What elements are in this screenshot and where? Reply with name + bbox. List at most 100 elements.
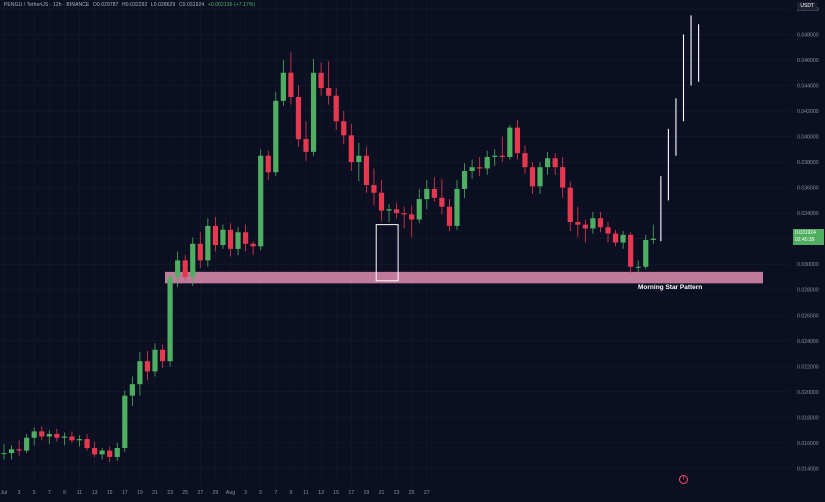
candle-body-8 bbox=[61, 436, 67, 438]
candle-5 bbox=[39, 426, 45, 441]
candle-37 bbox=[280, 59, 286, 106]
candle-18 bbox=[137, 352, 143, 396]
x-tick-27: 25 bbox=[409, 490, 415, 496]
candle-body-70 bbox=[529, 167, 536, 187]
candle-68 bbox=[514, 119, 520, 160]
candle-body-36 bbox=[273, 100, 279, 173]
candle-body-56 bbox=[424, 188, 430, 200]
grid-lines bbox=[0, 0, 790, 485]
candle-49 bbox=[371, 168, 377, 206]
candle-body-21 bbox=[159, 349, 166, 362]
y-tick-5: 0.024000 bbox=[797, 339, 819, 345]
candle-13 bbox=[99, 447, 105, 460]
morning-star-box[interactable] bbox=[375, 224, 399, 282]
candle-body-38 bbox=[288, 72, 294, 97]
x-tick-17: 5 bbox=[259, 490, 262, 496]
candle-65 bbox=[492, 149, 498, 166]
candle-body-74 bbox=[560, 167, 566, 188]
candle-body-18 bbox=[137, 361, 143, 385]
y-tick-17: 0.048000 bbox=[797, 32, 819, 38]
candle-body-63 bbox=[477, 167, 483, 169]
candle-27 bbox=[205, 218, 211, 267]
candle-84 bbox=[635, 260, 641, 272]
candle-body-29 bbox=[220, 229, 226, 246]
candle-25 bbox=[190, 237, 196, 286]
candle-body-52 bbox=[394, 209, 400, 214]
time-axis[interactable]: Jul 3 5 7 9 11 13 15 17 19 21 23 25 27 29 Aug 3 5 7 9 11 13 15… bbox=[1, 490, 430, 496]
candle-body-30 bbox=[227, 229, 234, 249]
x-tick-16: 3 bbox=[244, 490, 247, 496]
candle-body-44 bbox=[333, 95, 339, 122]
candle-body-16 bbox=[122, 395, 128, 448]
candle-7 bbox=[54, 428, 60, 442]
y-tick-16: 0.046000 bbox=[797, 58, 819, 64]
candle-40 bbox=[303, 121, 309, 161]
candle-body-75 bbox=[567, 187, 573, 223]
candle-body-60 bbox=[454, 188, 460, 226]
candle-body-3 bbox=[24, 437, 30, 451]
candle-23 bbox=[175, 251, 181, 288]
candle-body-35 bbox=[265, 155, 271, 173]
candle-body-22 bbox=[167, 276, 173, 362]
x-tick-0: Jul bbox=[1, 490, 8, 496]
currency-label[interactable]: USDT bbox=[797, 2, 817, 10]
x-tick-7: 15 bbox=[107, 490, 113, 496]
candle-41 bbox=[310, 58, 317, 156]
symbol-header: PENGU / TetherUS · 12h · BINANCE O0.0297… bbox=[4, 2, 255, 8]
candle-12 bbox=[92, 441, 98, 457]
candle-11 bbox=[84, 433, 90, 451]
candle-47 bbox=[356, 142, 362, 182]
candle-83 bbox=[628, 232, 634, 274]
candle-body-49 bbox=[371, 185, 377, 193]
candle-53 bbox=[401, 206, 407, 229]
candle-63 bbox=[477, 156, 483, 177]
x-tick-3: 7 bbox=[48, 490, 51, 496]
candle-35 bbox=[265, 150, 271, 180]
support-zone[interactable] bbox=[165, 271, 763, 284]
candle-21 bbox=[159, 344, 166, 368]
x-tick-15: Aug bbox=[226, 490, 235, 496]
candle-body-28 bbox=[212, 225, 218, 246]
candle-body-78 bbox=[590, 218, 596, 229]
candle-71 bbox=[537, 162, 543, 194]
y-tick-3: 0.020000 bbox=[797, 390, 819, 396]
ohlc-close: C0.031924 bbox=[178, 2, 205, 8]
y-tick-11: 0.036000 bbox=[797, 186, 819, 192]
x-tick-1: 3 bbox=[18, 490, 21, 496]
symbol-name[interactable]: PENGU / TetherUS · 12h · BINANCE bbox=[4, 2, 90, 8]
candle-39 bbox=[295, 85, 302, 147]
candle-body-55 bbox=[416, 199, 422, 220]
candle-48 bbox=[363, 146, 369, 193]
tradingview-logo-icon[interactable]: f bbox=[679, 475, 688, 484]
candle-body-46 bbox=[348, 135, 354, 163]
candle-45 bbox=[341, 111, 347, 145]
candle-75 bbox=[567, 181, 573, 232]
candle-body-58 bbox=[439, 197, 445, 207]
candle-body-76 bbox=[575, 222, 581, 225]
candle-2 bbox=[16, 440, 22, 456]
candle-55 bbox=[416, 188, 422, 224]
candle-17 bbox=[129, 376, 135, 406]
candle-body-72 bbox=[545, 158, 551, 168]
last-price: 0.031924 bbox=[795, 230, 816, 236]
y-tick-13: 0.040000 bbox=[797, 135, 819, 141]
candle-body-45 bbox=[341, 121, 347, 136]
candle-body-82 bbox=[620, 234, 626, 243]
candle-body-48 bbox=[363, 155, 369, 186]
candle-body-24 bbox=[182, 260, 188, 277]
candle-body-20 bbox=[152, 349, 158, 372]
candle-body-67 bbox=[507, 127, 513, 157]
candle-body-15 bbox=[114, 447, 120, 457]
ohlc-open: O0.029787 bbox=[92, 2, 119, 8]
x-tick-19: 9 bbox=[289, 490, 292, 496]
price-axis[interactable]: 0.014000 0.016000 0.018000 0.020000 0.022000… bbox=[793, 0, 825, 497]
y-tick-6: 0.026000 bbox=[797, 313, 819, 319]
candle-1 bbox=[8, 445, 15, 460]
candle-38 bbox=[288, 52, 294, 105]
y-tick-10: 0.034000 bbox=[797, 211, 819, 217]
candle-body-59 bbox=[446, 206, 453, 226]
candle-body-86 bbox=[650, 238, 656, 240]
candle-67 bbox=[507, 125, 513, 160]
